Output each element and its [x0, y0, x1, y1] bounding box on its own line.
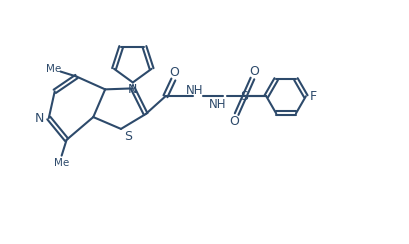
Text: Me: Me: [46, 64, 61, 74]
Text: S: S: [240, 90, 248, 103]
Text: O: O: [229, 114, 239, 128]
Text: NH: NH: [209, 98, 226, 111]
Text: NH: NH: [186, 84, 203, 97]
Text: O: O: [249, 65, 259, 78]
Text: S: S: [124, 130, 132, 143]
Text: N: N: [35, 112, 45, 124]
Text: F: F: [310, 90, 317, 103]
Text: O: O: [169, 66, 179, 79]
Text: N: N: [128, 83, 137, 96]
Text: Me: Me: [54, 158, 69, 168]
